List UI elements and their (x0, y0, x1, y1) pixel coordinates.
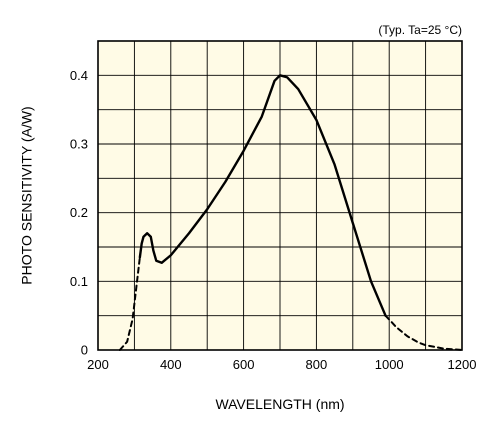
x-axis-title: WAVELENGTH (nm) (215, 396, 344, 412)
curve-segment-dashed (118, 256, 141, 351)
y-tick-label: 0.1 (70, 274, 88, 289)
x-tick-label: 600 (233, 357, 255, 372)
curve-segment-dashed (384, 314, 463, 351)
y-axis-title: PHOTO SENSITIVITY (A/W) (19, 106, 35, 284)
y-axis-ticks: 0 0.1 0.2 0.3 0.4 (70, 68, 88, 358)
plot-frame (97, 40, 463, 351)
x-tick-label: 800 (306, 357, 328, 372)
x-tick-label: 1000 (375, 357, 404, 372)
grid (98, 41, 462, 350)
y-tick-label: 0 (81, 343, 88, 358)
y-tick-label: 0.4 (70, 68, 88, 83)
curve-segment-solid (138, 74, 387, 317)
x-axis-ticks: 200 400 600 800 1000 1200 (87, 357, 476, 372)
condition-annotation: (Typ. Ta=25 °C) (378, 23, 462, 37)
y-tick-label: 0.3 (70, 137, 88, 152)
x-tick-label: 200 (87, 357, 109, 372)
x-tick-label: 400 (160, 357, 182, 372)
sensitivity-curve (118, 74, 463, 351)
x-tick-label: 1200 (448, 357, 477, 372)
y-tick-label: 0.2 (70, 205, 88, 220)
